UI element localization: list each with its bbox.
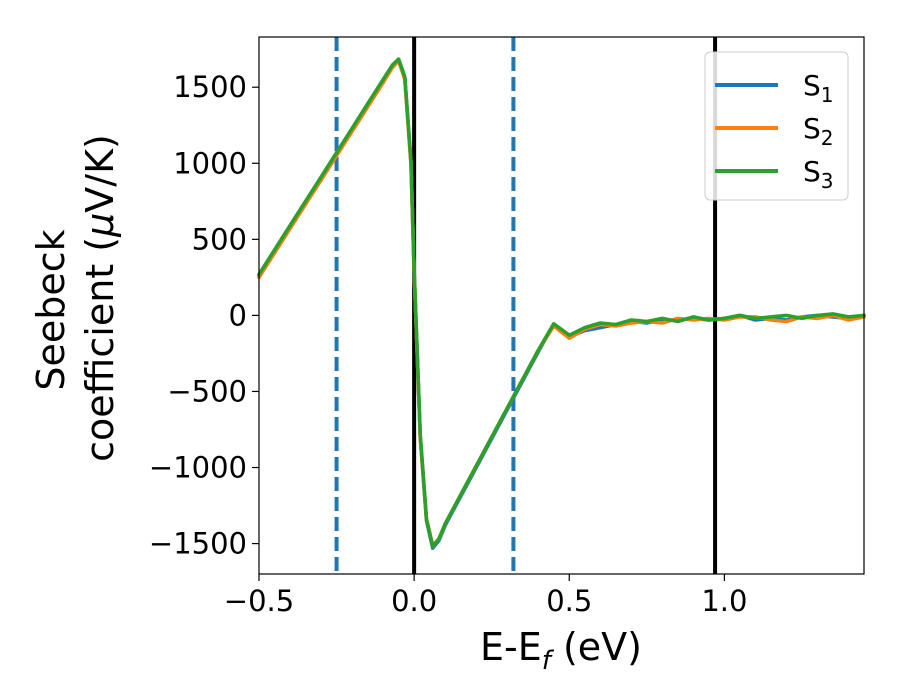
y-axis-title-line1: Seebeck xyxy=(29,229,73,390)
x-tick-label: 0.5 xyxy=(546,584,592,618)
y-tick-label: −500 xyxy=(167,374,247,408)
reference-lines xyxy=(334,37,718,574)
y-tick-label: 500 xyxy=(192,222,247,256)
x-tick-label: 0.0 xyxy=(391,584,437,618)
x-axis-title: E-Ef (eV) xyxy=(480,625,642,676)
legend-label-3: S3 xyxy=(803,155,834,193)
legend: S1 S2 S3 xyxy=(704,51,849,201)
series-lines xyxy=(257,57,866,550)
x-tick-label: 1.0 xyxy=(701,584,747,618)
plot-frame xyxy=(258,36,865,575)
x-axis-ticks: −0.5 0.0 0.5 1.0 xyxy=(224,574,747,618)
x-tick-label: −0.5 xyxy=(224,584,294,618)
y-tick-label: −1000 xyxy=(149,451,247,485)
legend-label-2: S2 xyxy=(803,112,834,150)
y-tick-label: 1500 xyxy=(173,70,247,104)
series-line-3 xyxy=(257,57,866,549)
legend-label-1: S1 xyxy=(803,69,834,107)
y-axis-title-line2: coefficient (μV/K) xyxy=(78,134,122,462)
y-tick-label: 0 xyxy=(229,298,247,332)
y-tick-label: −1500 xyxy=(149,527,247,561)
y-tick-label: 1000 xyxy=(173,146,247,180)
y-axis-title: Seebeck coefficient (μV/K) xyxy=(29,134,122,462)
y-axis-ticks: −1500 −1000 −500 0 500 1000 1500 xyxy=(149,70,259,561)
